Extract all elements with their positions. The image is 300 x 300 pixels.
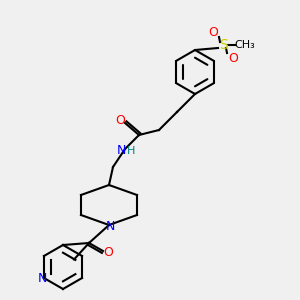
Text: O: O [208,26,218,38]
Text: O: O [115,113,125,127]
Text: H: H [127,146,135,156]
Text: N: N [116,143,126,157]
Text: S: S [219,38,227,52]
Text: O: O [103,247,113,260]
Text: O: O [228,52,238,64]
Text: CH₃: CH₃ [235,40,255,50]
Text: N: N [105,220,115,232]
Text: N: N [37,272,46,286]
